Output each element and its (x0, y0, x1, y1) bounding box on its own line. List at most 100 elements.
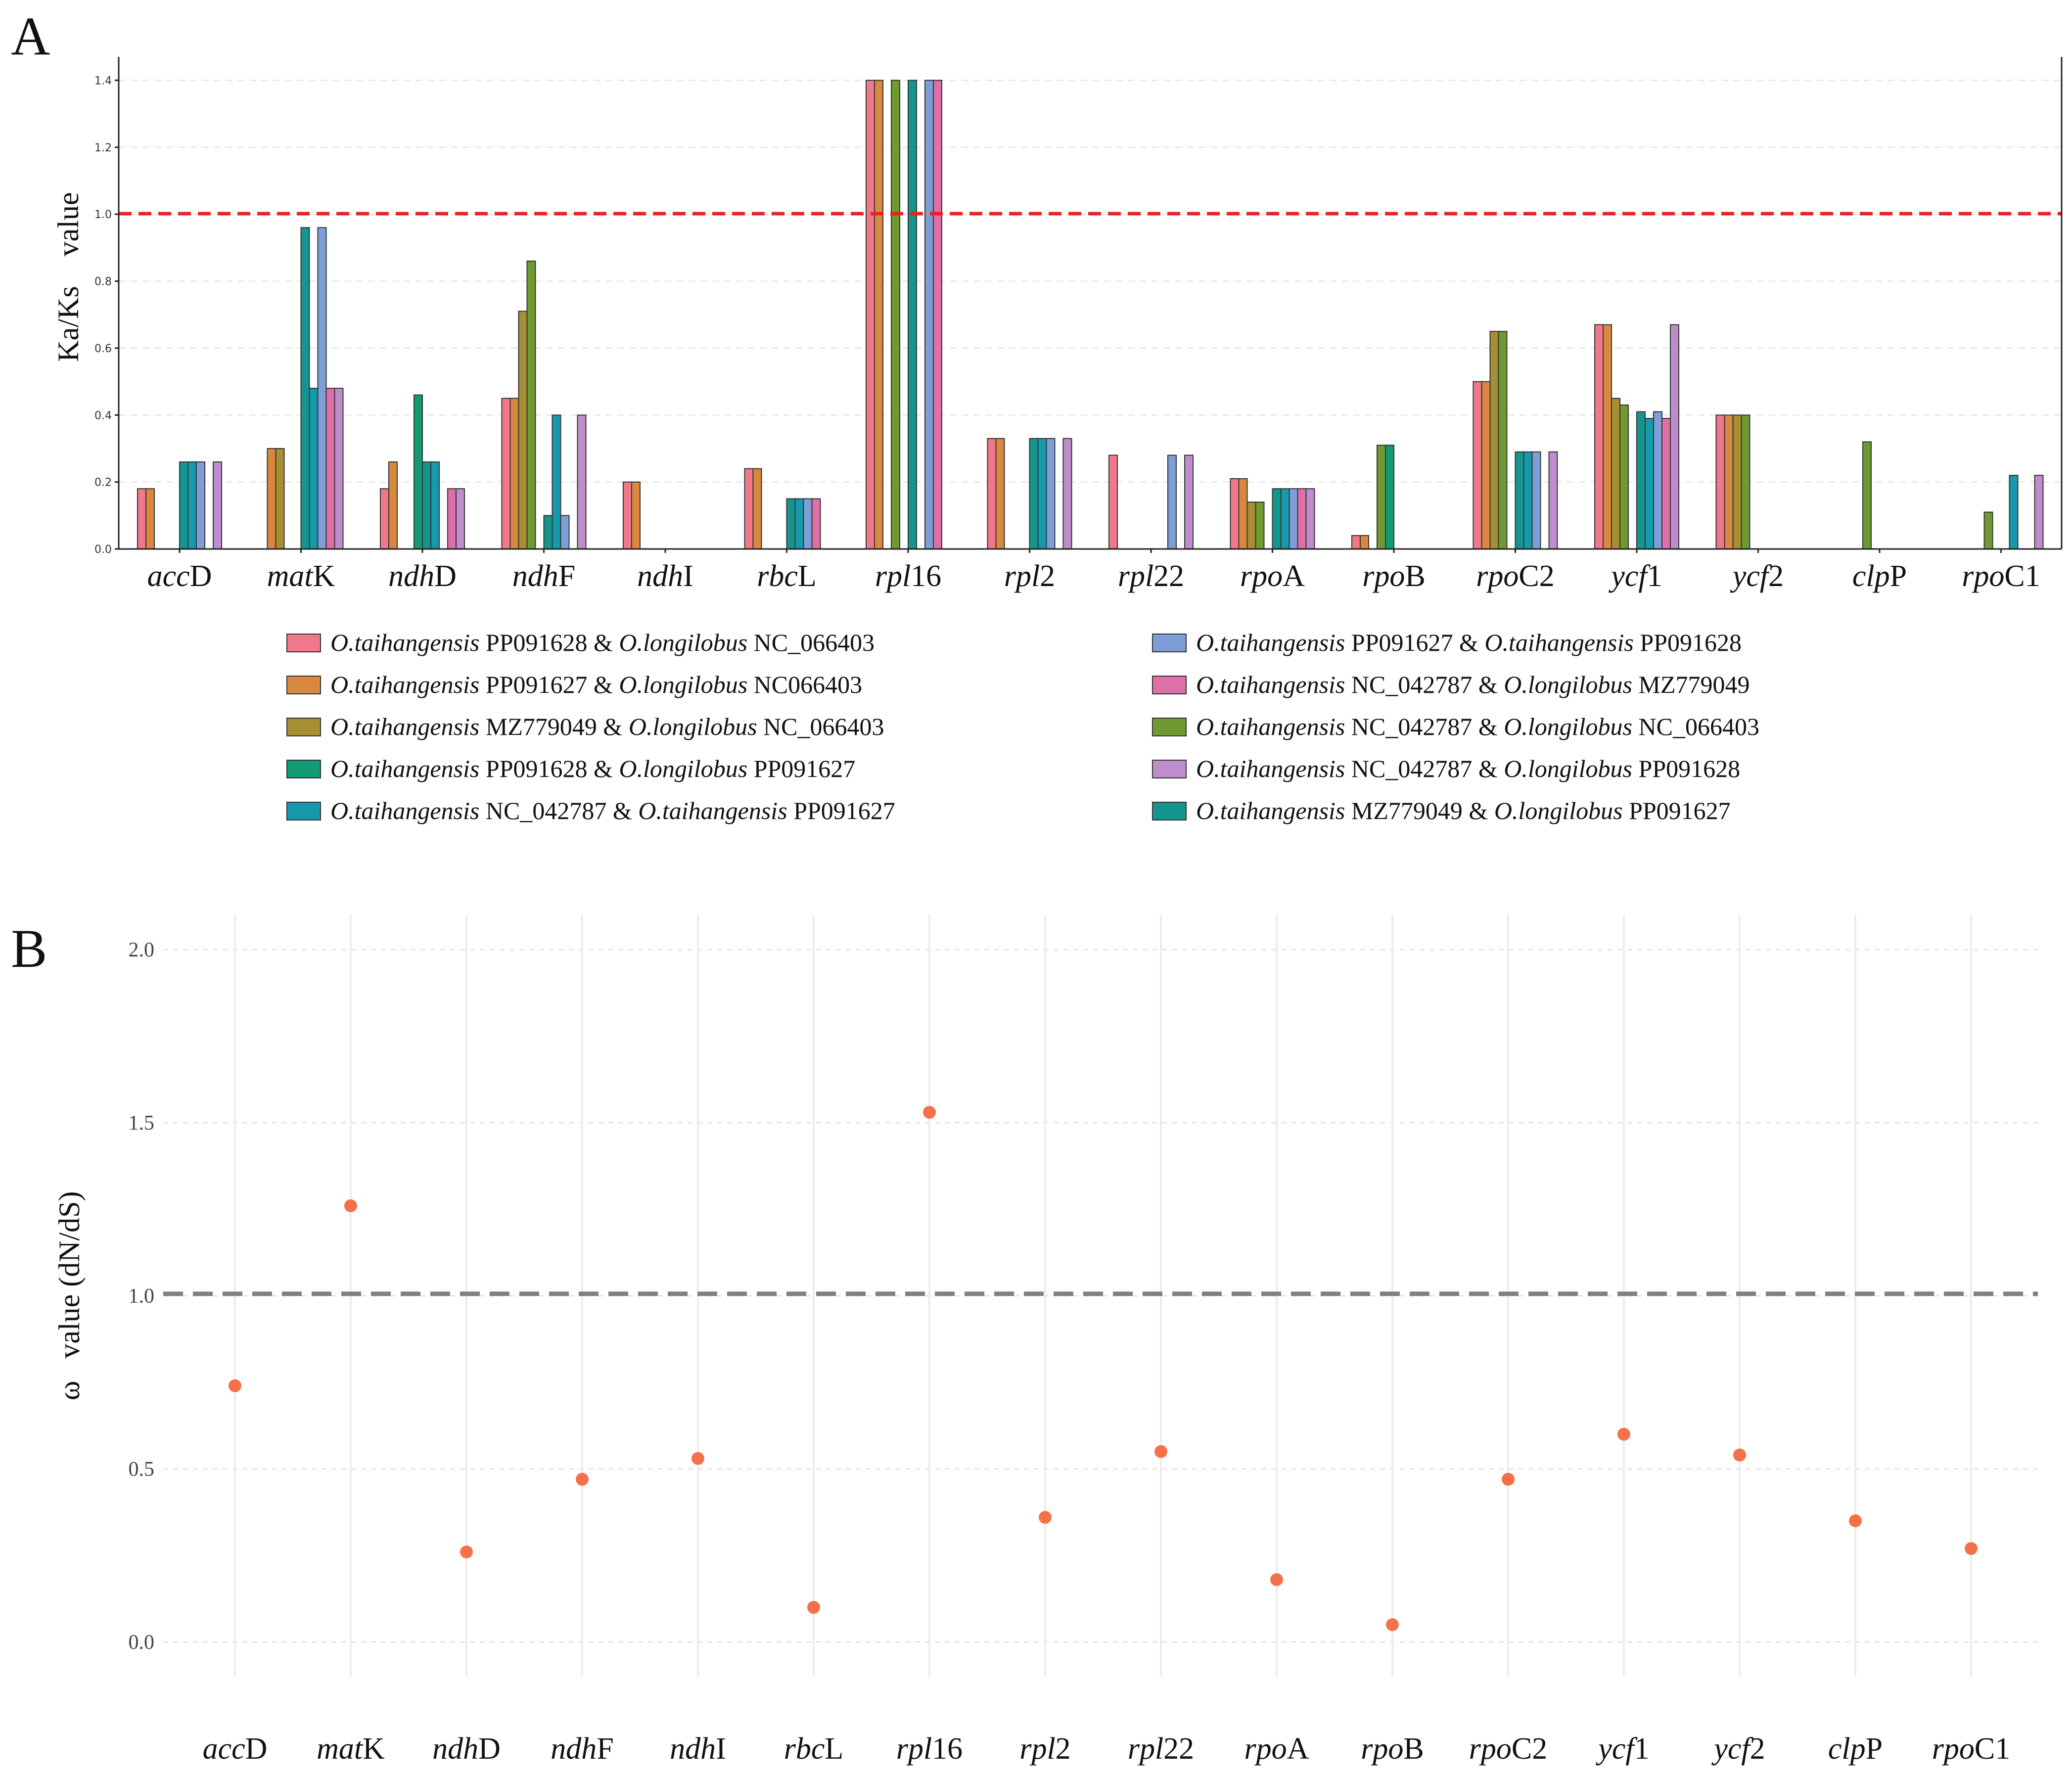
panel-a-bar (1385, 445, 1394, 549)
panel-a-x-tick-label: rpl2 (1004, 559, 1055, 593)
panel-b-y-tick-label: 2.0 (129, 939, 155, 961)
panel-a-bar (1297, 488, 1307, 549)
panel-b-chart: 0.0 0.5 1.0 1.5 2.0 accD matK ndhD ndhF ndhI rbcL… (53, 915, 2038, 1766)
legend-swatch (1152, 676, 1187, 694)
panel-a-y-tick-label: 0.4 (94, 410, 112, 422)
legend-label: O.taihangensis NC_042787 & O.taihangensi… (330, 797, 895, 824)
legend-label: O.taihangensis NC_042787 & O.longilobus … (1196, 671, 1750, 698)
panel-a-y-tick-label: 1.4 (94, 75, 112, 87)
panel-a-bar (422, 461, 431, 549)
panel-a-x-tick-label: rpoB (1362, 559, 1426, 593)
panel-a-bar (1255, 501, 1265, 549)
panel-a-bar (1645, 418, 1654, 549)
panel-b-x-tick-label: ndhI (670, 1732, 726, 1766)
panel-b-x-tick-label: ycf2 (1711, 1732, 1765, 1766)
legend-label: O.taihangensis PP091627 & O.taihangensis… (1196, 629, 1742, 656)
panel-a-x-tick-label: rpoA (1240, 559, 1305, 593)
panel-b-x-tick-label: rpoA (1244, 1732, 1309, 1766)
legend-label: O.taihangensis NC_042787 & O.longilobus … (1196, 713, 1759, 740)
panel-a-bar (267, 448, 276, 549)
panel-a-bar (1636, 411, 1646, 549)
legend-swatch (1152, 718, 1187, 736)
panel-b-point (576, 1473, 589, 1486)
panel-a-x-tick-label: rpl22 (1118, 559, 1184, 593)
legend-label: O.taihangensis PP091627 & O.longilobus N… (330, 671, 862, 698)
panel-b-label: B (11, 918, 47, 979)
panel-b-x-tick-label: rpoB (1361, 1732, 1424, 1766)
panel-a-bar (1280, 488, 1290, 549)
panel-a-bar (380, 488, 389, 549)
panel-a-bar (137, 488, 146, 549)
panel-a-bar (908, 80, 917, 549)
panel-a-x-tick-label: ndhD (388, 559, 457, 593)
panel-a-bar (786, 498, 796, 549)
panel-a-bar (1184, 455, 1194, 549)
panel-a-bar (430, 461, 440, 549)
legend-swatch (1152, 760, 1187, 778)
panel-a-bar (811, 498, 821, 549)
panel-b-x-tick-label: rpoC1 (1932, 1732, 2011, 1766)
panel-a-bar (2009, 475, 2019, 549)
panel-a-bar (213, 461, 222, 549)
panel-a-bar (1481, 381, 1491, 549)
legend-label: O.taihangensis PP091628 & O.longilobus P… (330, 755, 855, 782)
panel-a-bar (388, 461, 398, 549)
panel-a-bar (1862, 441, 1872, 549)
panel-a-x-tick-label: ndhF (512, 559, 575, 593)
panel-a-bar (501, 398, 511, 549)
panel-a-bar (577, 414, 587, 549)
panel-a-y-tick-label: 0.2 (94, 477, 112, 489)
panel-a-bar (803, 498, 813, 549)
panel-a-bar (1473, 381, 1482, 549)
panel-b-point (229, 1379, 241, 1392)
legend-label: O.taihangensis NC_042787 & O.longilobus … (1196, 755, 1740, 782)
panel-b-points (229, 1106, 1978, 1631)
panel-a-y-tick-label: 0.6 (94, 343, 112, 355)
panel-b-point (923, 1106, 936, 1119)
panel-a-x-labels: accD matK ndhD ndhF ndhI rbcL rpl16 rpl2 rpl22 rp… (147, 549, 2040, 593)
panel-a-bar (1594, 324, 1604, 549)
panel-a-bar (552, 414, 561, 549)
panel-b-point (1617, 1428, 1630, 1441)
panel-a-y-tick-label: 0.0 (94, 544, 112, 556)
panel-b-x-tick-label: matK (317, 1732, 385, 1766)
panel-a-bar (414, 394, 423, 549)
panel-a-bar (987, 438, 997, 549)
panel-a-x-tick-label: ycf2 (1730, 559, 1784, 593)
panel-a-bar (1489, 331, 1499, 549)
panel-a-bar (179, 461, 188, 549)
panel-a-y-tick-label: 0.8 (94, 276, 112, 288)
panel-a-bar (526, 260, 536, 549)
panel-b-point (460, 1546, 473, 1558)
panel-a-bar (1230, 478, 1240, 549)
panel-b-y-tick-label: 0.0 (129, 1631, 155, 1654)
panel-a-gridlines (119, 80, 2062, 483)
panel-a-bar (447, 488, 457, 549)
panel-a-x-tick-label: rpoC2 (1476, 559, 1555, 593)
panel-b-point (1270, 1573, 1283, 1586)
panel-a-bar (187, 461, 197, 549)
panel-a-bar (631, 481, 641, 549)
panel-b-x-tick-label: rpoC2 (1469, 1732, 1548, 1766)
panel-b-point (1154, 1445, 1167, 1458)
legend-swatch (286, 718, 321, 736)
panel-a-bar (509, 398, 519, 549)
panel-a-bar (1531, 451, 1541, 549)
panel-a-bar (1661, 418, 1671, 549)
panel-a-bar (196, 461, 205, 549)
panel-a-bar (1670, 324, 1679, 549)
panel-b-x-tick-label: accD (203, 1732, 268, 1766)
panel-a-bar (744, 468, 754, 549)
panel-b-x-tick-label: ndhF (551, 1732, 613, 1766)
panel-b-x-labels: accD matK ndhD ndhF ndhI rbcL rpl16 rpl2 rpl22 rp… (203, 1732, 2011, 1766)
panel-a-bar (1037, 438, 1047, 549)
panel-a-bar (1289, 488, 1298, 549)
panel-a-bar (1167, 455, 1177, 549)
panel-b-y-ticks: 0.0 0.5 1.0 1.5 2.0 (129, 939, 155, 1654)
legend-swatch (286, 760, 321, 778)
panel-a-x-tick-label: ndhI (637, 559, 693, 593)
panel-a-bar (300, 227, 310, 549)
panel-a-bar (309, 388, 319, 549)
panel-b-point (1965, 1542, 1978, 1555)
panel-a-legend: O.taihangensis PP091628 & O.longilobus N… (286, 629, 1759, 824)
